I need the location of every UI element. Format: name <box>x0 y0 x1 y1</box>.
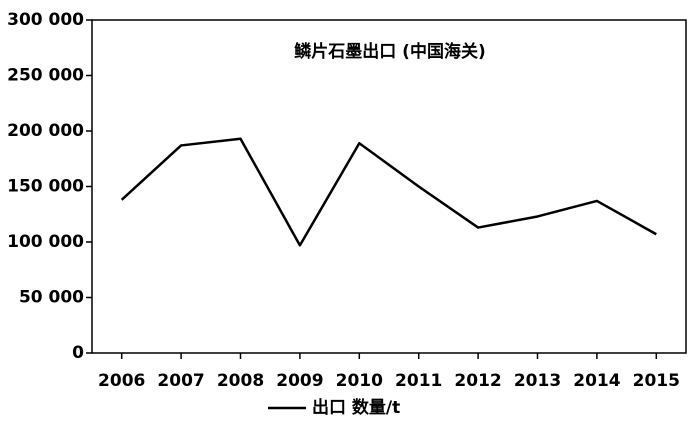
x-tick-label: 2010 <box>336 371 383 391</box>
y-tick-label: 200 000 <box>7 121 84 141</box>
x-tick-label: 2013 <box>514 371 561 391</box>
y-tick-label: 100 000 <box>7 232 84 252</box>
x-tick-label: 2011 <box>395 371 442 391</box>
x-tick-label: 2007 <box>157 371 204 391</box>
y-tick-label: 50 000 <box>19 288 84 308</box>
x-tick-label: 2008 <box>217 371 264 391</box>
legend-label: 出口 数量/t <box>312 397 400 418</box>
x-tick-label: 2006 <box>98 371 145 391</box>
x-tick-label: 2009 <box>276 371 323 391</box>
chart-title: 鳞片石墨出口 (中国海关) <box>294 41 485 62</box>
y-tick-label: 250 000 <box>7 66 84 86</box>
y-tick-label: 150 000 <box>7 177 84 197</box>
y-tick-label: 300 000 <box>7 10 84 30</box>
x-tick-label: 2014 <box>573 371 620 391</box>
x-tick-label: 2012 <box>454 371 501 391</box>
data-line <box>120 137 657 247</box>
x-tick-label: 2015 <box>633 371 680 391</box>
y-tick-label: 0 <box>72 343 84 363</box>
plot-frame <box>91 19 687 354</box>
